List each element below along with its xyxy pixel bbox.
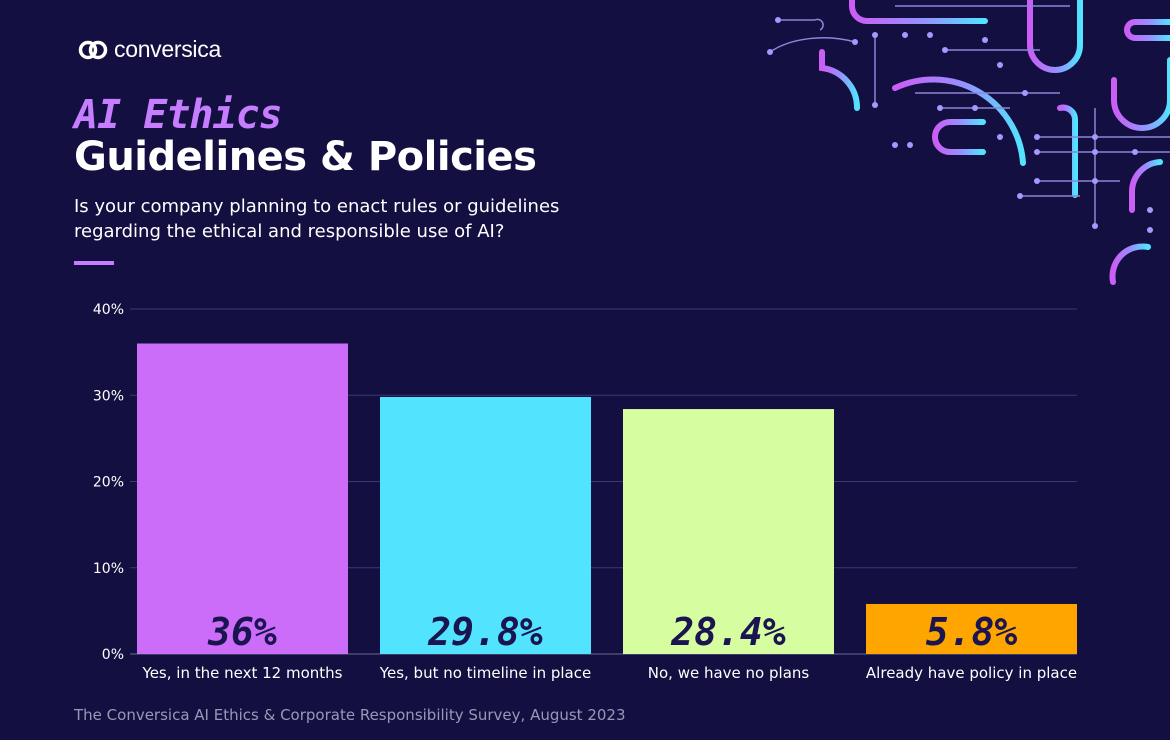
brand-name: conversica <box>114 36 221 62</box>
bar-data-label: 28.4% <box>670 610 786 654</box>
conversica-logo-icon <box>78 40 108 59</box>
x-category-label: Yes, in the next 12 months <box>142 664 343 682</box>
bar-data-label: 5.8% <box>926 610 1018 654</box>
circuit-decoration <box>767 0 1170 285</box>
conversica-logo: conversica <box>78 36 221 63</box>
accent-divider <box>74 261 114 265</box>
page-title: Guidelines & Policies <box>74 134 537 180</box>
y-tick-label: 0% <box>102 647 124 663</box>
survey-question: Is your company planning to enact rules … <box>74 196 560 242</box>
bar-chart: 0% 10% 20% 30% 40% 36% Yes, in the next 12 mon… <box>93 302 1077 682</box>
y-tick-label: 40% <box>93 302 124 318</box>
x-category-label: No, we have no plans <box>648 664 810 682</box>
page-kicker: AI Ethics <box>74 92 283 138</box>
bar <box>380 396 591 654</box>
bar <box>623 409 834 654</box>
y-tick-label: 10% <box>93 561 124 577</box>
x-category-label: Already have policy in place <box>866 664 1077 682</box>
bar-data-label: 29.8% <box>427 610 543 654</box>
y-tick-label: 20% <box>93 475 124 491</box>
y-tick-label: 30% <box>93 388 124 404</box>
bar <box>137 343 348 654</box>
bar <box>866 603 1077 654</box>
x-category-label: Yes, but no timeline in place <box>379 664 591 682</box>
bar-data-label: 36% <box>207 610 277 654</box>
source-note: The Conversica AI Ethics & Corporate Res… <box>74 706 626 724</box>
